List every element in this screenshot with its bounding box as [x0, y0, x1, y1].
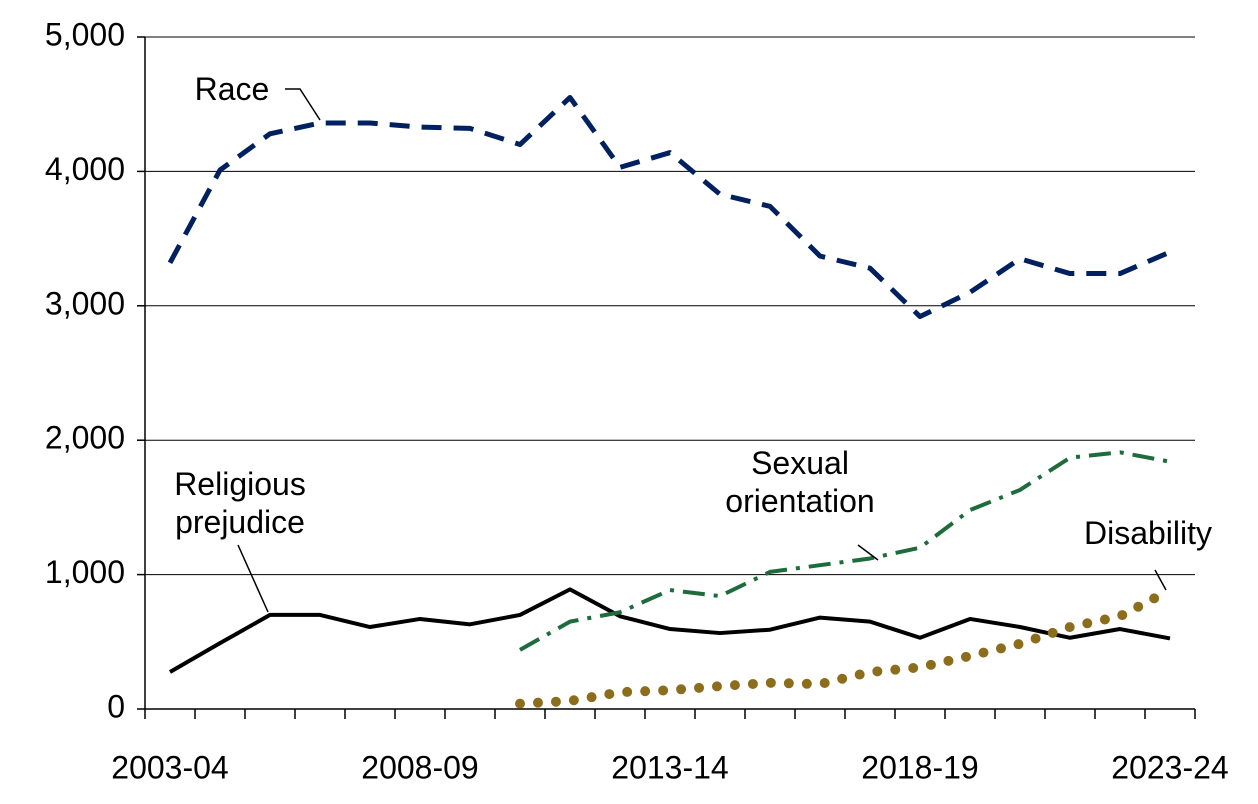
series-line: [167, 94, 1171, 320]
y-tick-label: 5,000: [45, 16, 125, 52]
series-line: [515, 585, 1175, 709]
grid: [137, 36, 1196, 719]
leader-line: [285, 88, 321, 121]
series-line: [168, 587, 1171, 674]
x-tick-label: 2023-24: [1111, 749, 1228, 785]
leader-line: [1154, 569, 1167, 591]
series-label: Disability: [1083, 515, 1213, 551]
series-label: Race: [194, 71, 270, 107]
series: [167, 94, 1175, 709]
y-tick-label: 3,000: [45, 285, 125, 321]
series-line: [519, 450, 1171, 652]
series-label: Religious prejudice: [174, 466, 306, 540]
x-tick-label: 2003-04: [111, 749, 228, 785]
y-tick-label: 2,000: [45, 420, 125, 456]
y-tick-label: 1,000: [45, 554, 125, 590]
leader-line: [857, 544, 879, 561]
series-label: Sexual orientation: [725, 445, 875, 519]
x-tick-label: 2013-14: [611, 749, 728, 785]
leader-line: [237, 544, 269, 613]
leader-lines: [237, 88, 1167, 613]
x-tick-label: 2008-09: [361, 749, 478, 785]
y-tick-label: 0: [107, 688, 125, 724]
x-tick-label: 2018-19: [861, 749, 978, 785]
y-tick-label: 4,000: [45, 151, 125, 187]
